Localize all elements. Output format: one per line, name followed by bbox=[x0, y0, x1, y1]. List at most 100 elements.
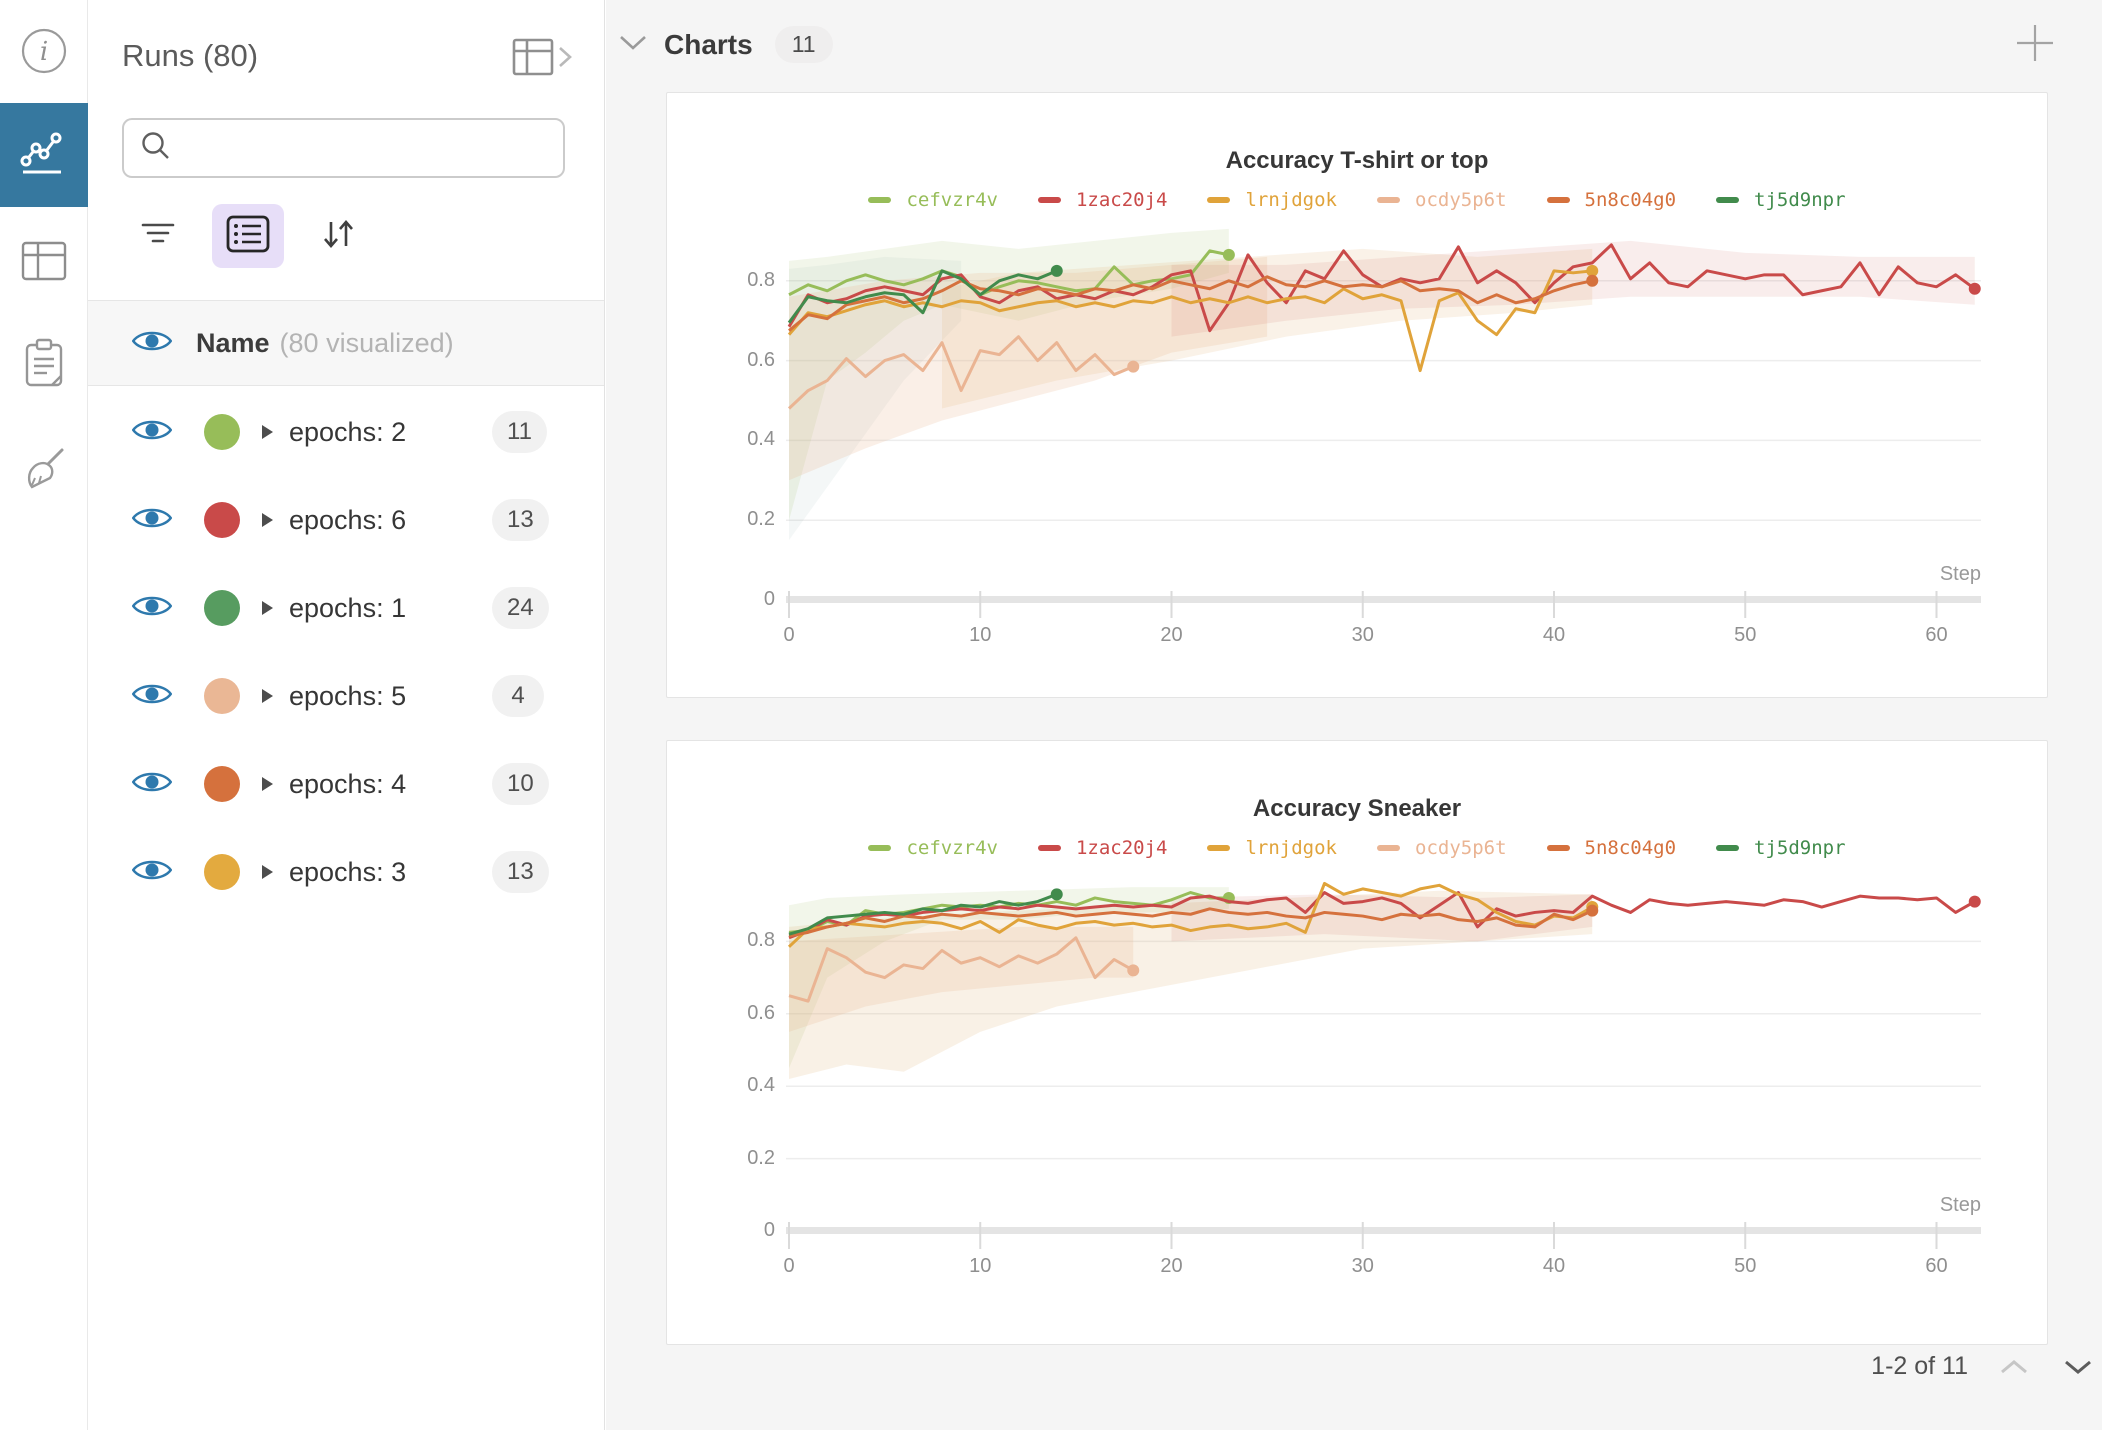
chevron-down-icon[interactable] bbox=[618, 33, 648, 56]
runs-panel: Runs (80) bbox=[88, 0, 605, 1430]
y-axis-tick-label: 0.2 bbox=[747, 508, 775, 531]
x-axis-tick-label: 20 bbox=[1160, 1255, 1183, 1277]
x-axis-tick-label: 10 bbox=[969, 1255, 992, 1277]
info-icon: i bbox=[20, 27, 68, 80]
x-axis-tick-label: 60 bbox=[1925, 624, 1948, 646]
legend-run-name: lrnjdgok bbox=[1245, 837, 1337, 859]
run-group-label: epochs: 1 bbox=[289, 592, 407, 623]
x-axis-tick-label: 0 bbox=[783, 624, 795, 646]
chart-title: Accuracy Sneaker bbox=[1252, 795, 1462, 822]
charts-section-header[interactable]: Charts 11 bbox=[618, 26, 833, 63]
x-axis-title: Step bbox=[1939, 1194, 1981, 1216]
chevron-down-icon[interactable] bbox=[2060, 1354, 2096, 1380]
run-group-label: epochs: 5 bbox=[289, 680, 407, 711]
legend-item[interactable]: tj5d9npr bbox=[1716, 189, 1846, 211]
chart-plot bbox=[786, 881, 1981, 1249]
runs-panel-title: Runs (80) bbox=[122, 38, 259, 73]
legend-item[interactable]: tj5d9npr bbox=[1716, 837, 1846, 859]
runs-name-header[interactable]: Name (80 visualized) bbox=[88, 300, 604, 386]
legend-item[interactable]: lrnjdgok bbox=[1207, 837, 1337, 859]
y-axis-tick-label: 0.8 bbox=[747, 929, 775, 952]
expand-runs-table-button[interactable] bbox=[512, 36, 582, 82]
visibility-eye-icon[interactable] bbox=[131, 592, 173, 625]
x-axis-tick-label: 40 bbox=[1542, 1255, 1566, 1277]
rail-item-notes[interactable] bbox=[0, 330, 88, 400]
name-header-sublabel: (80 visualized) bbox=[279, 327, 454, 358]
visibility-eye-icon[interactable] bbox=[131, 327, 173, 360]
legend-dash-icon bbox=[1546, 197, 1570, 203]
filter-icon bbox=[140, 221, 176, 252]
legend-item[interactable]: 5n8c04g0 bbox=[1546, 837, 1677, 859]
broom-icon bbox=[20, 445, 68, 498]
run-group-row[interactable]: epochs: 2 11 bbox=[88, 388, 604, 476]
add-panel-button[interactable] bbox=[2012, 22, 2058, 68]
rail-item-tables[interactable] bbox=[0, 228, 88, 298]
sort-button[interactable] bbox=[302, 204, 374, 268]
runs-search-box[interactable] bbox=[122, 118, 565, 178]
rail-item-sweeps[interactable] bbox=[0, 436, 88, 506]
name-header-label: Name bbox=[196, 327, 270, 358]
legend-item[interactable]: 1zac20j4 bbox=[1037, 837, 1168, 859]
legend-run-name: tj5d9npr bbox=[1754, 189, 1846, 211]
caret-right-icon[interactable] bbox=[262, 865, 273, 879]
y-axis-tick-label: 0.6 bbox=[747, 1001, 775, 1024]
x-axis-tick-label: 50 bbox=[1734, 624, 1757, 646]
visibility-eye-icon[interactable] bbox=[131, 416, 173, 449]
legend-run-name: 5n8c04g0 bbox=[1584, 837, 1677, 859]
caret-right-icon[interactable] bbox=[262, 601, 273, 615]
visibility-eye-icon[interactable] bbox=[131, 768, 173, 801]
legend-run-name: ocdy5p6t bbox=[1415, 189, 1507, 211]
run-color-dot bbox=[204, 766, 240, 802]
run-group-row[interactable]: epochs: 5 4 bbox=[88, 652, 604, 740]
chart-legend: cefvzr4v 1zac20j4 lrnjdgok ocdy5p6t 5n8c04g0… bbox=[667, 189, 2047, 211]
legend-dash-icon bbox=[1037, 197, 1061, 203]
run-color-dot bbox=[204, 590, 240, 626]
filter-button[interactable] bbox=[122, 204, 194, 268]
run-count-badge: 4 bbox=[492, 675, 544, 717]
visibility-eye-icon[interactable] bbox=[131, 856, 173, 889]
search-icon bbox=[140, 130, 172, 167]
legend-dash-icon bbox=[1716, 845, 1740, 851]
rail-item-info[interactable]: i bbox=[0, 18, 88, 88]
visibility-eye-icon[interactable] bbox=[131, 680, 173, 713]
chevron-up-icon[interactable] bbox=[1996, 1354, 2032, 1380]
charts-count-badge: 11 bbox=[774, 26, 833, 63]
legend-item[interactable]: cefvzr4v bbox=[868, 189, 998, 211]
left-icon-rail: i bbox=[0, 0, 88, 1430]
run-group-row[interactable]: epochs: 1 24 bbox=[88, 564, 604, 652]
run-group-label: epochs: 4 bbox=[289, 768, 407, 799]
run-group-row[interactable]: epochs: 3 13 bbox=[88, 828, 604, 916]
legend-item[interactable]: ocdy5p6t bbox=[1377, 837, 1507, 859]
run-group-row[interactable]: epochs: 6 13 bbox=[88, 476, 604, 564]
charts-section: Charts 11 Accuracy T-shirt or top cefvzr… bbox=[606, 0, 2102, 1430]
legend-item[interactable]: 1zac20j4 bbox=[1037, 189, 1167, 211]
runs-search-input[interactable] bbox=[186, 134, 546, 162]
legend-item[interactable]: 5n8c04g0 bbox=[1546, 189, 1677, 211]
list-view-button[interactable] bbox=[212, 204, 284, 268]
rail-item-charts[interactable] bbox=[0, 103, 88, 207]
legend-run-name: 5n8c04g0 bbox=[1584, 189, 1677, 211]
legend-dash-icon bbox=[1716, 197, 1740, 203]
legend-dash-icon bbox=[1207, 197, 1231, 203]
legend-item[interactable]: cefvzr4v bbox=[868, 837, 998, 859]
y-axis-tick-label: 0.4 bbox=[747, 428, 775, 451]
chart-panel[interactable]: Accuracy Sneaker cefvzr4v 1zac20j4 lrnjdgo… bbox=[666, 740, 2048, 1345]
run-group-list: epochs: 2 11 epochs: 6 13 epochs: 1 24 bbox=[88, 388, 604, 916]
visibility-eye-icon[interactable] bbox=[131, 504, 173, 537]
chart-panel[interactable]: Accuracy T-shirt or top cefvzr4v 1zac20j4… bbox=[666, 92, 2048, 698]
caret-right-icon[interactable] bbox=[262, 425, 273, 439]
plus-icon bbox=[2014, 22, 2056, 69]
legend-run-name: tj5d9npr bbox=[1754, 837, 1846, 859]
sort-icon bbox=[319, 217, 357, 256]
caret-right-icon[interactable] bbox=[262, 777, 273, 791]
legend-item[interactable]: lrnjdgok bbox=[1207, 189, 1337, 211]
pagination-label: 1-2 of 11 bbox=[1871, 1352, 1968, 1380]
legend-run-name: 1zac20j4 bbox=[1075, 837, 1168, 859]
x-axis-tick-label: 40 bbox=[1542, 624, 1566, 646]
caret-right-icon[interactable] bbox=[262, 689, 273, 703]
run-group-label: epochs: 3 bbox=[289, 856, 407, 887]
caret-right-icon[interactable] bbox=[262, 513, 273, 527]
legend-item[interactable]: ocdy5p6t bbox=[1377, 189, 1507, 211]
run-group-row[interactable]: epochs: 4 10 bbox=[88, 740, 604, 828]
chart-plot bbox=[786, 228, 1981, 618]
